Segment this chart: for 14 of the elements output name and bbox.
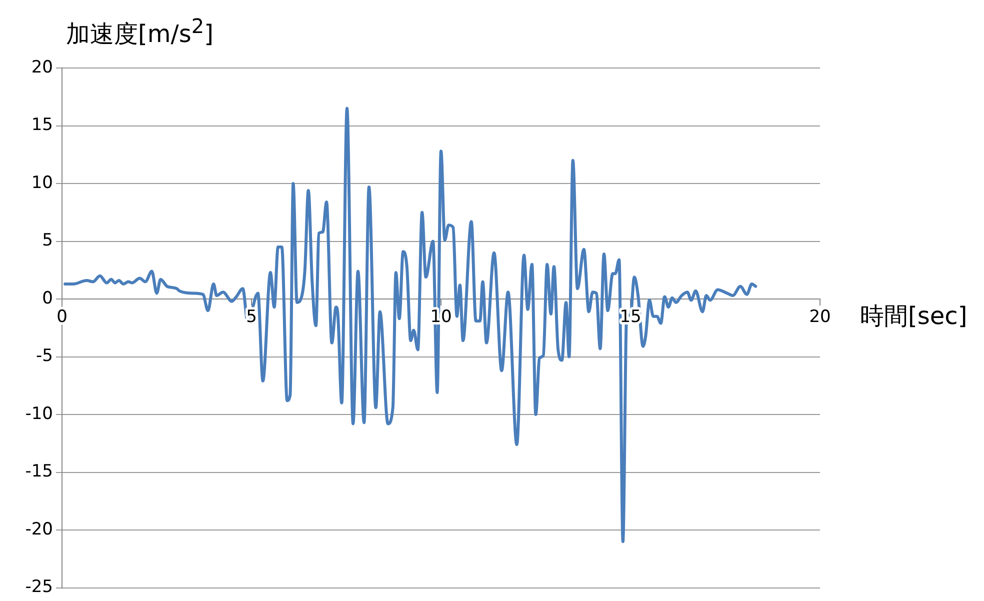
y-tick-label: -15 <box>25 462 53 482</box>
x-tick-label: 0 <box>56 306 68 327</box>
y-tick-label: 0 <box>42 288 53 308</box>
y-tick-label: 10 <box>31 172 53 193</box>
y-tick-label: -20 <box>25 519 53 540</box>
x-axis-title: 時間[sec] <box>860 301 968 332</box>
y-tick-label: 20 <box>31 57 53 78</box>
x-tick-label: 20 <box>809 306 831 327</box>
y-tick-label: 15 <box>31 115 53 136</box>
y-tick-label: 5 <box>42 230 53 251</box>
y-tick-label: -25 <box>25 577 53 598</box>
y-axis-title: 加速度[m/s$^{2}$] <box>66 14 214 50</box>
y-tick-label: -5 <box>36 346 53 366</box>
y-tick-label: -10 <box>25 404 53 424</box>
